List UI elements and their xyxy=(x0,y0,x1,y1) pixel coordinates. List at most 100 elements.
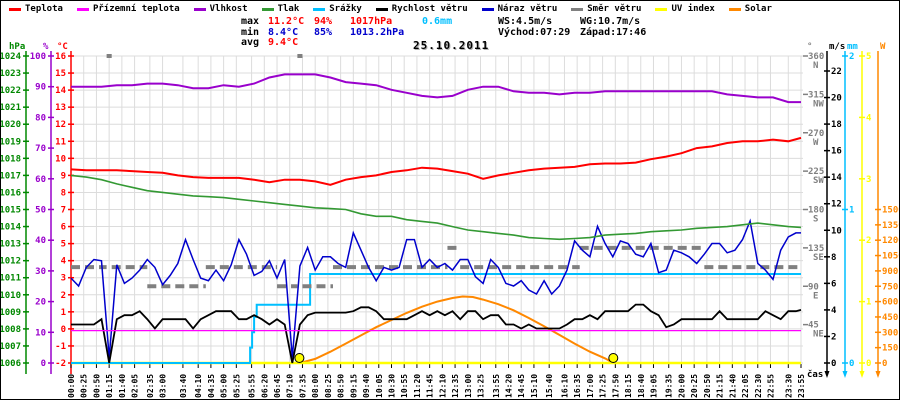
svg-text:08:00: 08:00 xyxy=(311,374,320,398)
svg-text:14:45: 14:45 xyxy=(517,374,526,398)
svg-text:8: 8 xyxy=(61,188,66,198)
legend-item: Přízemní teplota xyxy=(76,4,180,14)
legend-item: Směr větru xyxy=(571,4,641,14)
legend: Teplota Přízemní teplota Vlhkost Tlak Srážky… xyxy=(9,4,772,14)
legend-label: Teplota xyxy=(25,4,63,14)
svg-text:E: E xyxy=(813,291,818,301)
axis-uv: 0 1 2 3 4 5 xyxy=(859,51,872,378)
svg-text:04:35: 04:35 xyxy=(207,374,216,398)
svg-text:20:00: 20:00 xyxy=(677,374,686,398)
svg-text:40: 40 xyxy=(35,236,46,246)
svg-text:60: 60 xyxy=(35,175,46,185)
axis-m/s: m/s 0 2 4 6 8 10 12 14 16 18 20 22 xyxy=(824,42,845,378)
svg-text:225: 225 xyxy=(808,167,824,177)
svg-text:315: 315 xyxy=(808,90,824,100)
legend-label: Vlhkost xyxy=(209,4,248,14)
svg-text:1009: 1009 xyxy=(1,308,21,318)
avg-temperature: 9.4°C xyxy=(268,37,299,48)
svg-text:4: 4 xyxy=(866,113,872,123)
sun-marker-icon xyxy=(294,353,305,363)
axis-hPa: hPa 1006 1007 1008 1009 1010 1011 1012 1013 1014 1… xyxy=(1,42,29,374)
series-humidity xyxy=(71,73,801,104)
svg-text:50: 50 xyxy=(35,206,46,216)
svg-text:1022: 1022 xyxy=(1,86,21,96)
svg-text:0: 0 xyxy=(831,359,836,369)
chart-grid xyxy=(70,55,803,364)
legend-label: Rychlost větru xyxy=(391,4,468,14)
svg-text:15:10: 15:10 xyxy=(530,374,539,398)
svg-text:1021: 1021 xyxy=(1,103,21,113)
svg-text:05:25: 05:25 xyxy=(232,374,241,398)
svg-text:20:50: 20:50 xyxy=(703,374,712,398)
axis-%: % 0 10 20 30 40 50 60 70 80 90 100 xyxy=(30,42,54,374)
svg-text:21:15: 21:15 xyxy=(716,374,725,398)
svg-text:13:25: 13:25 xyxy=(477,374,486,398)
svg-text:17:00: 17:00 xyxy=(586,374,595,398)
svg-text:23:55: 23:55 xyxy=(797,374,806,398)
svg-text:22:30: 22:30 xyxy=(754,374,763,398)
max-humidity: 94% xyxy=(314,16,333,27)
sunrise-time: Východ:07:29 xyxy=(498,26,571,38)
legend-swatch-icon xyxy=(375,7,388,11)
legend-swatch-icon xyxy=(571,7,584,11)
svg-text:80: 80 xyxy=(35,113,46,123)
svg-text:00:50: 00:50 xyxy=(92,374,101,398)
svg-text:°: ° xyxy=(807,42,812,52)
svg-text:1015: 1015 xyxy=(1,206,21,216)
svg-text:07:35: 07:35 xyxy=(298,374,307,398)
svg-text:06:20: 06:20 xyxy=(260,374,269,398)
time-axis: 00:00 00:25 00:50 01:15 01:40 02:05 02:35 03:00… xyxy=(67,364,806,398)
svg-text:03:40: 03:40 xyxy=(179,374,188,398)
svg-text:14: 14 xyxy=(831,173,842,183)
max-pressure: 1017hPa xyxy=(350,16,393,27)
series-pressure xyxy=(70,174,802,241)
svg-text:04:10: 04:10 xyxy=(194,374,203,398)
svg-text:°C: °C xyxy=(57,42,68,52)
svg-text:20: 20 xyxy=(35,298,46,308)
series-wind_gust xyxy=(70,218,801,358)
legend-item: Solar xyxy=(728,4,772,14)
svg-text:23:30: 23:30 xyxy=(784,374,793,398)
svg-text:0: 0 xyxy=(61,325,66,335)
svg-text:30: 30 xyxy=(35,267,46,277)
axis-mm: mm 0 1 2 xyxy=(842,42,858,378)
avg-label: avg xyxy=(241,37,260,48)
legend-label: UV index xyxy=(671,4,715,14)
svg-text:2: 2 xyxy=(849,52,854,62)
svg-text:11:20: 11:20 xyxy=(413,374,422,398)
svg-text:NW: NW xyxy=(813,99,824,109)
svg-text:300: 300 xyxy=(882,328,898,338)
wind-speed-max: WS:4.5m/s xyxy=(498,16,553,27)
legend-label: Přízemní teplota xyxy=(92,4,180,14)
svg-text:21:40: 21:40 xyxy=(728,374,737,398)
svg-text:1019: 1019 xyxy=(1,137,21,147)
legend-swatch-icon xyxy=(261,7,274,11)
svg-text:1017: 1017 xyxy=(1,171,21,181)
svg-text:45: 45 xyxy=(808,321,819,331)
svg-text:%: % xyxy=(43,42,49,52)
svg-text:10:05: 10:05 xyxy=(375,374,384,398)
svg-text:12: 12 xyxy=(831,200,842,210)
svg-text:90: 90 xyxy=(808,282,819,292)
svg-text:12: 12 xyxy=(55,120,66,130)
svg-text:13:00: 13:00 xyxy=(464,374,473,398)
time-axis-label: čas xyxy=(807,370,824,380)
svg-text:3: 3 xyxy=(61,274,66,284)
legend-swatch-icon xyxy=(76,7,89,11)
svg-text:2: 2 xyxy=(866,236,871,246)
max-temperature: 11.2°C xyxy=(268,16,305,27)
svg-text:1020: 1020 xyxy=(1,120,21,130)
svg-text:0: 0 xyxy=(866,359,871,369)
svg-text:150: 150 xyxy=(882,344,898,354)
svg-text:07:10: 07:10 xyxy=(286,374,295,398)
svg-text:0: 0 xyxy=(882,359,887,369)
svg-text:180: 180 xyxy=(808,206,824,216)
legend-label: Solar xyxy=(744,4,772,14)
series-temperature xyxy=(70,136,802,186)
legend-item: Tlak xyxy=(261,4,299,14)
svg-text:01:40: 01:40 xyxy=(118,374,127,398)
svg-text:450: 450 xyxy=(882,313,898,323)
svg-text:135: 135 xyxy=(808,244,824,254)
